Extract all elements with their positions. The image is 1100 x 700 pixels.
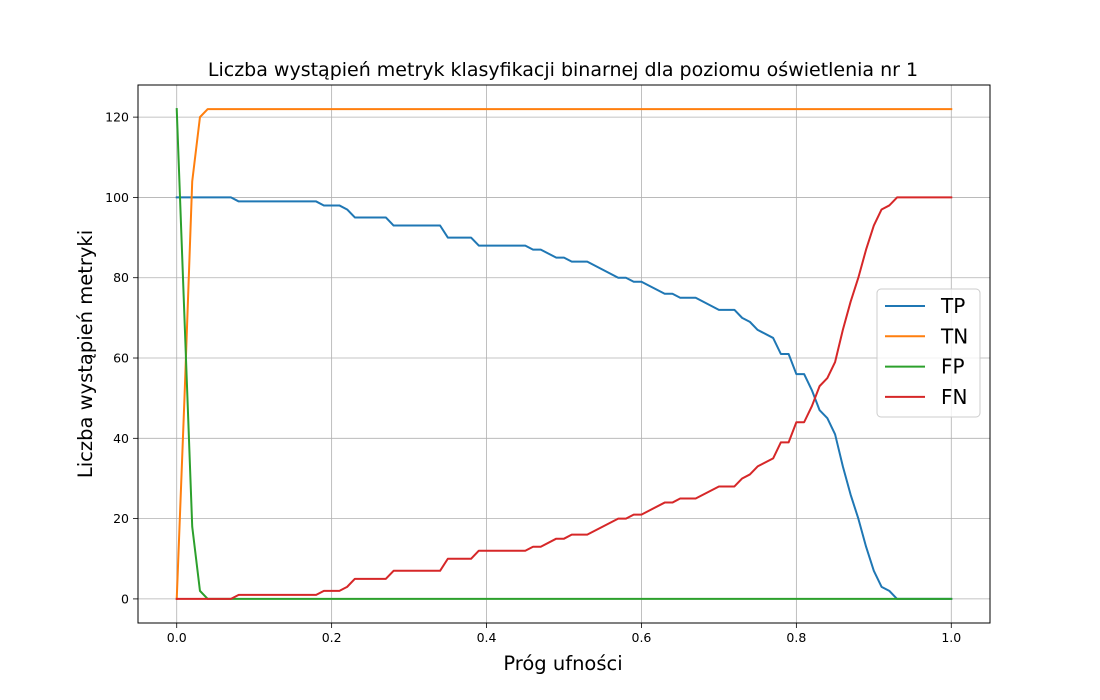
x-tick-label: 1.0 [941,630,961,645]
y-tick-label: 60 [113,351,129,366]
series-line-fp [175,108,953,600]
x-tick-label: 0.2 [322,630,342,645]
y-tick-label: 0 [121,591,129,606]
x-tick-label: 0.4 [477,630,497,645]
x-tick-label: 0.0 [167,630,187,645]
series-line-tn [175,108,953,600]
x-axis-ticks: 0.0 0.2 0.4 0.6 0.8 1.0 [167,623,961,645]
chart-title: Liczba wystąpień metryk klasyfikacji bin… [208,59,918,81]
y-tick-label: 20 [113,511,129,526]
legend-label-fn: FN [941,385,967,409]
legend-box [876,288,981,418]
y-tick-label: 80 [113,270,129,285]
y-tick-label: 100 [105,190,129,205]
legend-label-tn: TN [940,324,968,348]
legend-label-tp: TP [940,294,965,318]
y-axis-label: Liczba wystąpień metryki [74,230,97,478]
x-tick-label: 0.6 [632,630,652,645]
y-axis-ticks: 0 20 40 60 80 100 120 [105,110,138,606]
series-lines [175,108,953,600]
x-axis-label: Próg ufności [503,652,622,675]
plot-frame [137,84,991,624]
y-tick-label: 40 [113,431,129,446]
legend-label-fp: FP [941,355,965,379]
legend: TP TN FP FN [876,288,981,418]
x-tick-label: 0.8 [786,630,806,645]
series-line-fn [175,196,953,600]
series-line-tp [175,196,953,600]
grid [138,85,990,623]
y-tick-label: 120 [105,110,129,125]
